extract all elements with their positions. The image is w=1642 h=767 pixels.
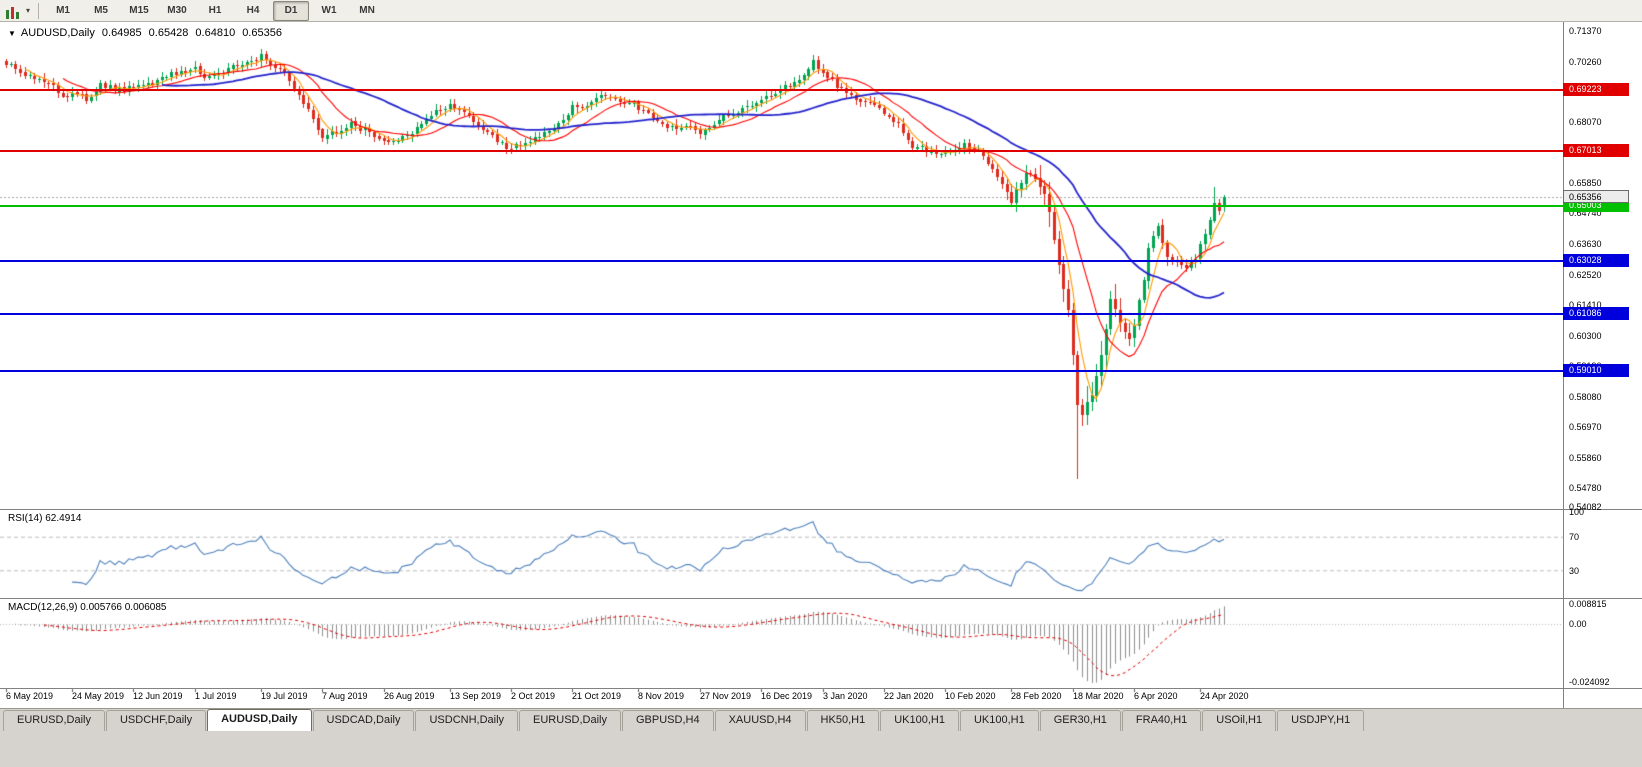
timeframe-button-m30[interactable]: M30	[167, 5, 187, 17]
level-price-box: 0.67013	[1563, 143, 1629, 157]
date-axis-label: 2 Oct 2019	[511, 691, 556, 701]
price-axis-label: 0.60300	[1569, 330, 1602, 341]
chart-region: ▼ AUDUSD,Daily 0.64985 0.65428 0.64810 0.6535…	[0, 0, 1642, 708]
pane-divider	[0, 598, 1642, 599]
symbol-timeframe-label: AUDUSD,Daily	[20, 27, 95, 39]
date-axis-label: 24 Apr 2020	[1200, 691, 1249, 701]
level-price-box: 0.63028	[1563, 253, 1629, 267]
date-axis-label: 10 Feb 2020	[945, 691, 996, 701]
level-line-0.63028[interactable]	[0, 259, 1563, 262]
date-axis-label: 7 Aug 2019	[322, 691, 368, 701]
pane-divider	[0, 509, 1642, 510]
level-line-0.59010[interactable]	[0, 370, 1563, 373]
timeframe-button-h4[interactable]: H4	[246, 5, 260, 17]
chart-tab-2[interactable]: AUDUSD,Daily	[207, 709, 312, 731]
timeframe-button-h1[interactable]: H1	[208, 5, 222, 17]
chart-canvas[interactable]	[0, 0, 1642, 708]
chart-tab-11[interactable]: GER30,H1	[1039, 710, 1121, 731]
level-price-box: 0.69223	[1563, 83, 1629, 97]
date-axis-label: 27 Nov 2019	[700, 691, 752, 701]
chart-tab-1[interactable]: USDCHF,Daily	[105, 710, 207, 731]
title-marker-icon[interactable]: ▼	[8, 29, 16, 38]
level-line-0.61086[interactable]	[0, 313, 1563, 316]
date-axis-label: 6 Apr 2020	[1134, 691, 1178, 701]
chart-tab-5[interactable]: EURUSD,Daily	[519, 710, 621, 731]
chart-tab-14[interactable]: USDJPY,H1	[1277, 710, 1365, 731]
rsi-axis-label: 30	[1569, 565, 1580, 576]
ohlc-low: 0.64810	[195, 27, 236, 39]
macd-axis-label: -0.024092	[1569, 677, 1610, 687]
chart-tab-0[interactable]: EURUSD,Daily	[3, 710, 105, 731]
status-area	[0, 731, 1642, 767]
price-axis-label: 0.63630	[1569, 239, 1602, 250]
date-axis-label: 24 May 2019	[72, 691, 125, 701]
price-axis-label: 0.54780	[1569, 482, 1602, 493]
candlestick-chart-icon[interactable]	[4, 2, 26, 20]
date-axis-label: 16 Dec 2019	[761, 691, 813, 701]
chart-tab-4[interactable]: USDCNH,Daily	[415, 710, 519, 731]
timeframe-button-m5[interactable]: M5	[94, 5, 108, 17]
chart-tab-6[interactable]: GBPUSD,H4	[622, 710, 714, 731]
rsi-axis-label: 70	[1569, 532, 1580, 543]
timeframe-button-w1[interactable]: W1	[321, 5, 337, 17]
level-line-0.69223[interactable]	[0, 89, 1563, 92]
timeframe-button-d1[interactable]: D1	[273, 0, 310, 21]
chart-tab-13[interactable]: USOil,H1	[1202, 710, 1277, 731]
timeframe-toolbar: ▾ M1 M5 M15 M30 H1 H4 D1 W1 MN	[0, 0, 1642, 22]
price-axis-label: 0.64740	[1569, 208, 1602, 219]
ohlc-open: 0.64985	[101, 27, 142, 39]
date-axis-label: 13 Sep 2019	[450, 691, 502, 701]
price-axis-label: 0.68070	[1569, 116, 1602, 127]
price-axis-label: 0.62520	[1569, 269, 1602, 280]
date-axis-label: 6 May 2019	[6, 691, 54, 701]
date-axis-label: 1 Jul 2019	[195, 691, 237, 701]
rsi-axis-label: 100	[1569, 507, 1585, 517]
timeframe-button-mn[interactable]: MN	[359, 5, 375, 17]
timeframe-button-m1[interactable]: M1	[56, 5, 70, 17]
chart-tab-7[interactable]: XAUUSD,H4	[714, 710, 806, 731]
date-axis-label: 12 Jun 2019	[133, 691, 183, 701]
level-price-box: 0.59010	[1563, 364, 1629, 378]
ohlc-close: 0.65356	[242, 27, 282, 39]
chart-tab-12[interactable]: FRA40,H1	[1121, 710, 1202, 731]
date-axis-label: 21 Oct 2019	[572, 691, 622, 701]
date-axis-label: 26 Aug 2019	[384, 691, 435, 701]
level-price-box: 0.61086	[1563, 307, 1629, 321]
chart-tab-10[interactable]: UK100,H1	[959, 710, 1039, 731]
macd-indicator-label: MACD(12,26,9) 0.005766 0.006085	[8, 602, 167, 613]
ohlc-high: 0.65428	[148, 27, 189, 39]
chart-tab-8[interactable]: HK50,H1	[806, 710, 880, 731]
date-axis-label: 22 Jan 2020	[884, 691, 934, 701]
chart-overlay: ▼ AUDUSD,Daily 0.64985 0.65428 0.64810 0.6535…	[0, 22, 1642, 708]
chart-tab-3[interactable]: USDCAD,Daily	[312, 710, 415, 731]
timeframe-button-group: M1 M5 M15 M30 H1 H4 D1 W1 MN	[44, 0, 386, 21]
level-line-0.65003[interactable]	[0, 205, 1563, 208]
chart-tab-9[interactable]: UK100,H1	[880, 710, 959, 731]
price-axis-label: 0.71370	[1569, 26, 1602, 37]
macd-axis-label: 0.008815	[1569, 599, 1607, 609]
chevron-down-icon[interactable]: ▾	[26, 6, 31, 15]
chart-tab-bar: EURUSD,Daily USDCHF,Daily AUDUSD,Daily USDC…	[0, 708, 1642, 731]
pane-divider	[0, 688, 1642, 689]
macd-axis-label: 0.00	[1569, 618, 1587, 629]
price-axis-label: 0.70260	[1569, 56, 1602, 67]
timeframe-button-m15[interactable]: M15	[129, 5, 149, 17]
price-axis-label: 0.55860	[1569, 452, 1602, 463]
date-axis-label: 28 Feb 2020	[1011, 691, 1062, 701]
price-axis-label: 0.61410	[1569, 300, 1602, 311]
date-axis-label: 19 Jul 2019	[261, 691, 308, 701]
date-axis-label: 3 Jan 2020	[823, 691, 868, 701]
date-axis-label: 8 Nov 2019	[638, 691, 685, 701]
rsi-indicator-label: RSI(14) 62.4914	[8, 513, 82, 524]
level-line-0.67013[interactable]	[0, 149, 1563, 152]
price-axis-label: 0.56970	[1569, 422, 1602, 433]
current-price-label: 0.65356	[1563, 189, 1629, 203]
price-axis-label: 0.54082	[1569, 501, 1602, 512]
toolbar-separator	[38, 2, 40, 19]
chart-title: ▼ AUDUSD,Daily 0.64985 0.65428 0.64810 0.6535…	[8, 27, 282, 39]
price-axis-label: 0.65850	[1569, 177, 1602, 188]
price-axis-label: 0.58080	[1569, 391, 1602, 402]
date-axis-label: 18 Mar 2020	[1073, 691, 1124, 701]
